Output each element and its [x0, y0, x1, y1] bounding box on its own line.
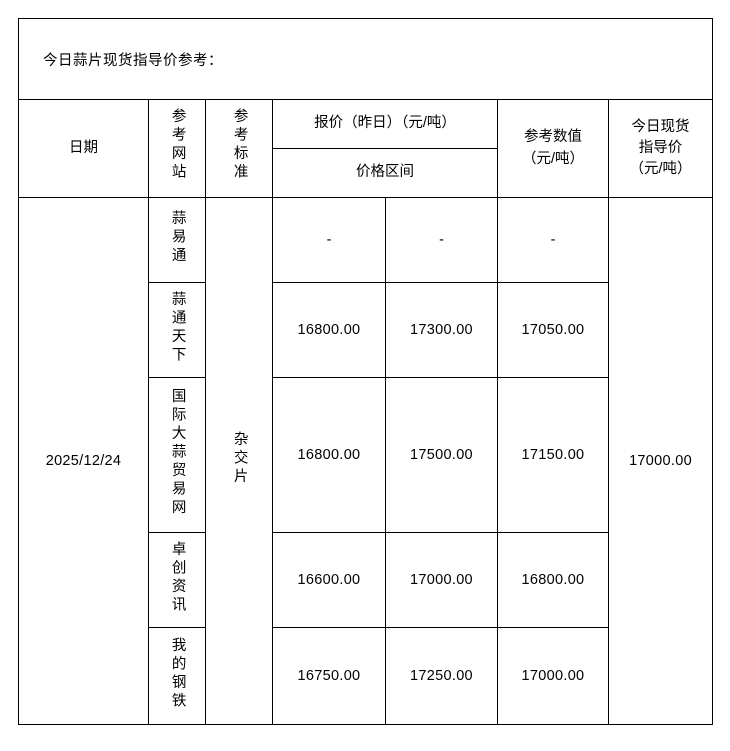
cell-standard-text: 杂交片 — [231, 431, 248, 487]
cell-site-text: 我的钢铁 — [169, 637, 186, 711]
garlic-slice-price-table: 今日蒜片现货指导价参考： 日期 参考网站 参考标准 报价（昨日）（元/吨） 参考… — [17, 18, 714, 725]
header-row-secondary: 价格区间 — [19, 148, 713, 198]
cell-price-low: 16800.00 — [272, 377, 386, 533]
cell-price-low: 16600.00 — [272, 532, 386, 628]
header-reference-value-line2: （元/吨） — [521, 150, 585, 167]
cell-price-low: 16750.00 — [272, 627, 386, 725]
table-row: 卓创资讯 16600.00 17000.00 16800.00 — [19, 532, 713, 628]
cell-standard: 杂交片 — [205, 197, 273, 725]
cell-price-high: 17300.00 — [385, 282, 498, 378]
header-date: 日期 — [18, 99, 149, 198]
cell-price-high: 17250.00 — [385, 627, 498, 725]
header-reference-standard-text: 参考标准 — [231, 107, 248, 182]
page-title: 今日蒜片现货指导价参考： — [17, 18, 714, 100]
cell-price-low: 16800.00 — [272, 282, 386, 378]
cell-site-text: 国际大蒜贸易网 — [169, 388, 186, 518]
header-reference-site: 参考网站 — [148, 99, 206, 198]
cell-price-high: 17000.00 — [385, 532, 498, 628]
header-reference-value-line1: 参考数值 — [524, 129, 582, 146]
cell-site: 国际大蒜贸易网 — [148, 377, 206, 533]
header-today-guide-line1: 今日现货 — [631, 118, 690, 135]
cell-reference-value: 17000.00 — [497, 627, 609, 725]
cell-reference-value: - — [497, 197, 609, 283]
cell-reference-value: 16800.00 — [497, 532, 609, 628]
header-today-guide-price: 今日现货 指导价 （元/吨） — [607, 99, 714, 198]
cell-date: 2025/12/24 — [18, 197, 149, 725]
cell-reference-value: 17150.00 — [497, 377, 609, 533]
header-price-range: 价格区间 — [272, 148, 498, 198]
header-today-guide-line2: 指导价 — [638, 139, 683, 156]
cell-site: 卓创资讯 — [148, 532, 206, 628]
cell-price-high: 17500.00 — [385, 377, 498, 533]
header-reference-site-text: 参考网站 — [169, 107, 186, 182]
header-quote-yesterday: 报价（昨日）（元/吨） — [272, 99, 498, 149]
cell-site-text: 蒜通天下 — [169, 291, 186, 365]
table-row: 我的钢铁 16750.00 17250.00 17000.00 — [19, 627, 713, 725]
cell-reference-value: 17050.00 — [497, 282, 609, 378]
cell-site: 我的钢铁 — [148, 627, 206, 725]
title-row: 今日蒜片现货指导价参考： — [17, 18, 714, 100]
header-reference-standard: 参考标准 — [205, 99, 273, 198]
cell-site-text: 蒜易通 — [169, 210, 186, 266]
table-row: 国际大蒜贸易网 16800.00 17500.00 17150.00 — [19, 377, 713, 533]
header-today-guide-line3: （元/吨） — [629, 161, 692, 177]
table-row: 2025/12/24 蒜易通 杂交片 - - - 17000.00 — [18, 197, 714, 725]
header-row-primary: 日期 参考网站 参考标准 报价（昨日）（元/吨） 参考数值 （元/吨） 今日现货… — [18, 99, 714, 198]
header-reference-value: 参考数值 （元/吨） — [497, 99, 609, 198]
table-row: 蒜通天下 16800.00 17300.00 17050.00 — [19, 282, 713, 378]
cell-site: 蒜易通 — [148, 197, 206, 283]
cell-price-high: - — [385, 197, 498, 283]
cell-site-text: 卓创资讯 — [169, 541, 186, 615]
cell-today-guide-price: 17000.00 — [607, 197, 714, 725]
cell-price-low: - — [272, 197, 386, 283]
cell-site: 蒜通天下 — [148, 282, 206, 378]
